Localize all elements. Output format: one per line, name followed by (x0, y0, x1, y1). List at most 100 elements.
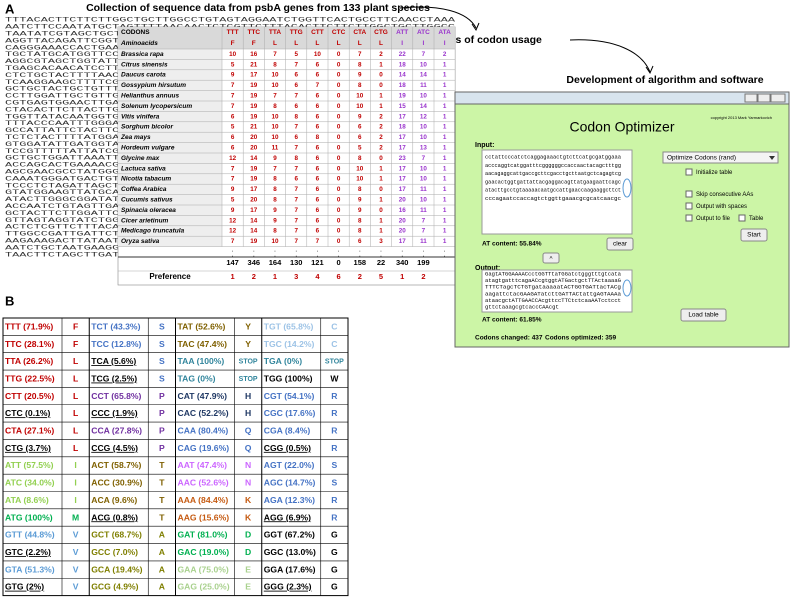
count: 6 (316, 165, 320, 172)
button-label: ^ (549, 256, 553, 263)
count: 17 (399, 176, 407, 183)
count: 10 (420, 165, 428, 172)
count: 0 (337, 92, 341, 99)
total: 130 (290, 258, 303, 267)
codon-usage: TTA (26.2%) (5, 356, 53, 366)
button-label: clear (613, 241, 628, 248)
scroll-handle[interactable] (622, 178, 632, 198)
codon-usage: GAT (81.0%) (178, 530, 228, 540)
transfer-button[interactable] (542, 252, 560, 264)
checkbox[interactable] (738, 214, 746, 222)
input-box[interactable] (481, 149, 633, 235)
count: 6 (316, 144, 320, 151)
arrow (399, 6, 477, 29)
count: 0 (337, 217, 341, 224)
count: 7 (358, 51, 362, 58)
codon-header: TTG (290, 29, 303, 36)
codon-header: CTC (332, 29, 346, 36)
amino-acid: R (331, 495, 338, 505)
count: 20 (250, 144, 258, 151)
amino-acid: STOP (325, 359, 344, 366)
codon-usage: CCA (27.8%) (91, 426, 142, 436)
checkbox[interactable] (685, 214, 693, 222)
amino-acid: Y (245, 321, 251, 331)
codon-usage: GCA (19.4%) (91, 564, 142, 574)
amino-acid: I (74, 495, 76, 505)
count: 8 (358, 155, 362, 162)
amino-acid: D (245, 547, 251, 557)
codon-usage: CGT (54.1%) (264, 391, 315, 401)
clear-button[interactable] (606, 237, 634, 251)
continuation: . (274, 251, 276, 258)
start-button[interactable] (740, 228, 768, 242)
amino-acid: A (159, 582, 165, 592)
aa-header: L (273, 40, 277, 47)
close-button[interactable] (770, 93, 786, 103)
species-name: Zea mays (120, 134, 151, 141)
checkbox[interactable] (685, 202, 693, 210)
count: 8 (273, 176, 277, 183)
count: 7 (273, 165, 277, 172)
continuation: . (338, 251, 340, 258)
codon-header: TTC (247, 29, 260, 36)
count: 10 (420, 176, 428, 183)
continuation: . (295, 251, 297, 258)
codon-usage: CCT (65.8%) (91, 391, 141, 401)
minimize-button[interactable] (744, 93, 758, 103)
count: 1 (443, 207, 447, 214)
amino-acid: S (332, 460, 338, 470)
amino-acid: E (245, 582, 251, 592)
count: 0 (379, 186, 383, 193)
status: Codons changed: 437 (475, 335, 543, 342)
scroll-handle[interactable] (622, 279, 632, 297)
amino-acid: G (331, 564, 338, 574)
codon-usage: GAC (19.0%) (178, 547, 230, 557)
count: 10 (271, 82, 279, 89)
count: 10 (420, 61, 428, 68)
codon-usage: TCT (43.3%) (91, 321, 140, 331)
button-label: Load table (688, 312, 719, 319)
count: 6 (316, 176, 320, 183)
maximize-button[interactable] (757, 93, 771, 103)
amino-acid: R (331, 512, 338, 522)
codon-preference-table: TTT (71.9%) F TCT (43.3%) S TAT (52.6%) Y TGT … (2, 317, 349, 597)
count: 0 (337, 196, 341, 203)
at-content: AT content: 55.84% (482, 241, 542, 248)
count: 17 (399, 144, 407, 151)
count: 16 (250, 51, 258, 58)
count: 7 (294, 165, 298, 172)
codon-usage: CCC (1.9%) (91, 408, 137, 418)
count: 16 (399, 207, 407, 214)
total: 199 (417, 258, 430, 267)
load-button[interactable] (680, 308, 727, 322)
aa-header: L (379, 40, 383, 47)
continuation: . (401, 251, 403, 258)
amino-acid: W (330, 373, 339, 383)
codon-usage: ATA (8.6%) (5, 495, 49, 505)
count: 1 (379, 217, 383, 224)
count: 14 (250, 217, 258, 224)
species-name: Coffea Arabica (121, 186, 167, 193)
checkbox[interactable] (685, 168, 693, 176)
step-title: Development of algorithm and software (566, 74, 763, 86)
output-box[interactable] (481, 269, 633, 313)
codon-usage: CAG (19.6%) (178, 443, 230, 453)
preference: 2 (252, 272, 256, 281)
codon-usage: TGG (100%) (264, 373, 313, 383)
count: 8 (273, 103, 277, 110)
mode-dropdown[interactable] (662, 151, 779, 164)
count: 17 (399, 134, 407, 141)
codon-usage: CGC (17.6%) (264, 408, 316, 418)
amino-acid: V (73, 564, 79, 574)
codon-usage: ATT (57.5%) (5, 460, 54, 470)
codon-header: CTT (311, 29, 324, 36)
count: 6 (231, 134, 235, 141)
count: 6 (294, 82, 298, 89)
count: 15 (399, 103, 407, 110)
count: 1 (443, 196, 447, 203)
count: 8 (273, 196, 277, 203)
count: 7 (294, 124, 298, 131)
count: 8 (358, 228, 362, 235)
checkbox[interactable] (685, 190, 693, 198)
preference: 1 (400, 272, 404, 281)
